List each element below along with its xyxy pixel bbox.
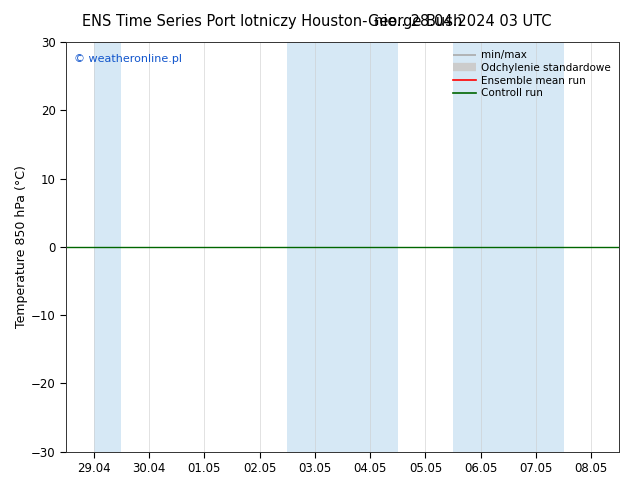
Text: ENS Time Series Port lotniczy Houston-George Bush: ENS Time Series Port lotniczy Houston-Ge… <box>82 14 463 29</box>
Text: © weatheronline.pl: © weatheronline.pl <box>74 54 182 64</box>
Bar <box>453 42 564 452</box>
Y-axis label: Temperature 850 hPa (°C): Temperature 850 hPa (°C) <box>15 166 28 328</box>
Bar <box>94 42 121 452</box>
Legend: min/max, Odchylenie standardowe, Ensemble mean run, Controll run: min/max, Odchylenie standardowe, Ensembl… <box>450 47 614 101</box>
Bar <box>287 42 398 452</box>
Text: nie.. 28.04.2024 03 UTC: nie.. 28.04.2024 03 UTC <box>374 14 552 29</box>
